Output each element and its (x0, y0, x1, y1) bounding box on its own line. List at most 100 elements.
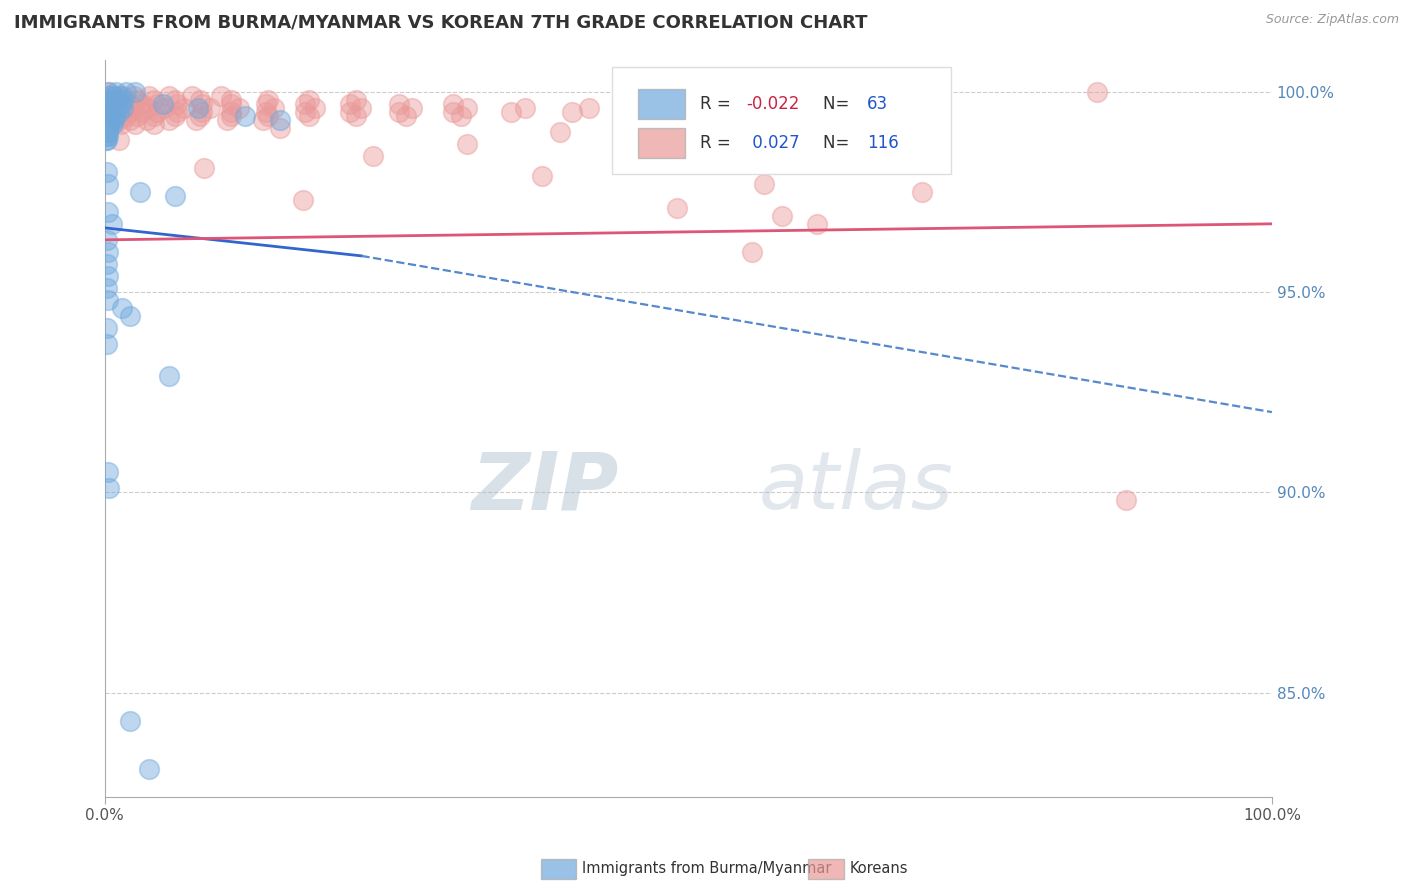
Point (96, 112, 118, 127)
Point (120, 309, 142, 323)
Point (96, 165, 118, 179)
Point (806, 217, 828, 231)
FancyBboxPatch shape (638, 128, 685, 158)
Point (138, 88, 160, 103)
Point (350, 101, 373, 115)
Point (124, 117, 146, 131)
Point (163, 93, 186, 107)
Point (344, 93, 367, 107)
Point (146, 96, 169, 111)
Point (103, 96, 125, 111)
Point (97, 125, 120, 139)
Point (163, 189, 186, 203)
Point (110, 104, 132, 119)
Point (107, 104, 129, 119)
Point (157, 88, 180, 103)
Point (456, 101, 478, 115)
Point (163, 109, 186, 123)
Point (103, 88, 125, 103)
Point (401, 101, 423, 115)
Point (110, 96, 132, 111)
Point (100, 101, 122, 115)
Point (101, 104, 124, 119)
Point (114, 93, 136, 107)
Point (96, 120, 118, 135)
Text: Immigrants from Burma/Myanmar: Immigrants from Burma/Myanmar (582, 862, 831, 876)
Point (105, 93, 128, 107)
Point (97, 104, 120, 119)
Point (304, 101, 326, 115)
Point (97, 88, 120, 103)
Point (257, 93, 280, 107)
Point (97, 268, 120, 283)
Point (257, 109, 280, 123)
Point (388, 96, 411, 111)
Point (254, 96, 277, 111)
Point (531, 169, 554, 183)
Point (217, 112, 239, 127)
Point (110, 117, 132, 131)
Point (298, 93, 321, 107)
Point (665, 201, 688, 215)
Point (98, 88, 121, 103)
Point (548, 125, 571, 139)
Point (450, 109, 472, 123)
Point (100, 101, 122, 115)
Point (499, 104, 522, 119)
Point (395, 109, 418, 123)
Point (120, 104, 142, 119)
Point (97, 244, 120, 259)
Point (98, 120, 121, 135)
Point (294, 96, 316, 111)
Text: R =: R = (700, 95, 735, 112)
Point (252, 112, 274, 127)
Point (96, 133, 118, 147)
Text: N=: N= (823, 134, 853, 152)
Point (107, 112, 129, 127)
Point (127, 109, 149, 123)
Point (98, 93, 121, 107)
Point (97, 128, 120, 143)
Point (181, 88, 204, 103)
Point (101, 93, 124, 107)
Point (96, 109, 118, 123)
Point (104, 109, 127, 123)
Point (292, 193, 315, 207)
Point (513, 101, 536, 115)
Point (388, 104, 411, 119)
Point (578, 101, 600, 115)
Point (107, 133, 129, 147)
Point (97, 96, 120, 111)
Point (97, 465, 120, 479)
Point (298, 109, 321, 123)
Point (97, 204, 120, 219)
Point (695, 104, 717, 119)
Point (94, 133, 117, 147)
Point (152, 96, 174, 111)
Point (166, 104, 188, 119)
Point (98, 96, 121, 111)
Text: R =: R = (700, 134, 735, 152)
Point (122, 88, 145, 103)
Point (263, 101, 285, 115)
Point (184, 112, 207, 127)
Point (219, 109, 242, 123)
Point (112, 88, 135, 103)
Text: N=: N= (823, 95, 853, 112)
Point (107, 93, 129, 107)
Point (269, 112, 291, 127)
Point (98, 85, 121, 99)
Point (120, 96, 142, 111)
Point (752, 177, 775, 191)
Point (190, 93, 212, 107)
Point (103, 104, 125, 119)
Text: Source: ZipAtlas.com: Source: ZipAtlas.com (1265, 13, 1399, 27)
Point (269, 120, 291, 135)
Point (626, 104, 648, 119)
Point (441, 104, 464, 119)
Text: ZIP: ZIP (471, 448, 619, 526)
Point (98, 481, 121, 495)
Point (98, 109, 121, 123)
Point (1115, 493, 1137, 508)
Point (193, 161, 215, 175)
